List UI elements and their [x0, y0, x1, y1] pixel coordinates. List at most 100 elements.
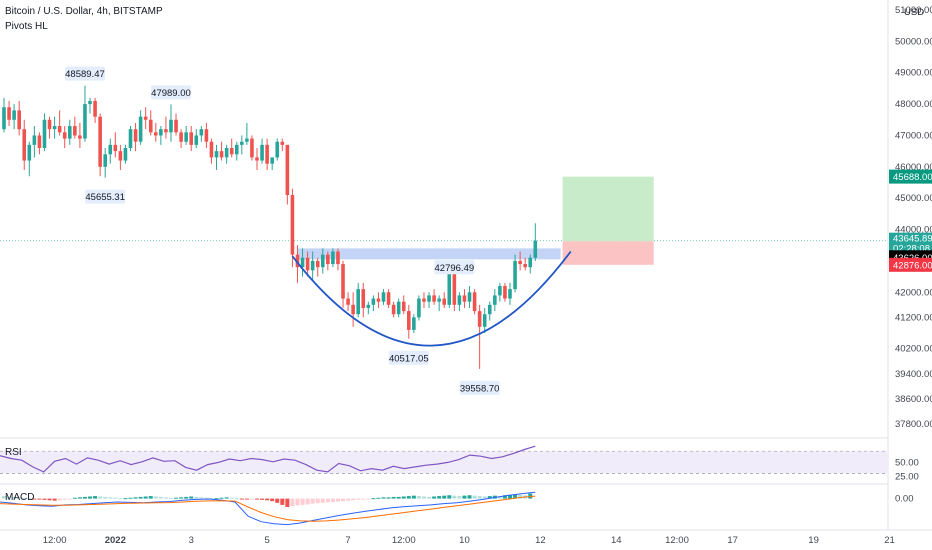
- macd-histogram-bar: [53, 499, 57, 501]
- time-tick-label: 21: [884, 535, 895, 546]
- macd-histogram-bar: [265, 499, 269, 501]
- price-badge-label: 45688.00: [893, 172, 932, 183]
- rsi-pane[interactable]: RSI50.0025.00: [0, 446, 919, 482]
- candle-body: [245, 139, 249, 142]
- indicator-name[interactable]: Pivots HL: [5, 21, 48, 32]
- macd-histogram-bar: [376, 498, 380, 499]
- candle-body: [498, 286, 502, 295]
- candle-body: [179, 132, 183, 141]
- macd-histogram-bar: [154, 497, 158, 499]
- candle-body: [235, 145, 239, 154]
- macd-histogram-bar: [189, 497, 193, 499]
- macd-histogram-bar: [37, 499, 41, 500]
- candle-body: [149, 120, 153, 133]
- candle-body: [134, 129, 138, 142]
- macd-histogram-bar: [397, 497, 401, 499]
- candle-body: [432, 295, 436, 301]
- candle-body: [17, 110, 21, 129]
- time-tick-label: 17: [727, 535, 738, 546]
- candle-body: [523, 264, 527, 267]
- macd-histogram-bar: [255, 499, 259, 500]
- symbol-title[interactable]: Bitcoin / U.S. Dollar, 4h, BITSTAMP: [5, 6, 163, 17]
- macd-histogram-bar: [280, 499, 284, 505]
- macd-pane[interactable]: MACD0.00: [0, 492, 914, 525]
- macd-histogram-bar: [311, 499, 315, 504]
- candle-body: [275, 142, 279, 158]
- macd-histogram-bar: [427, 497, 431, 499]
- candle-body: [417, 299, 421, 318]
- macd-histogram-bar: [149, 496, 153, 499]
- candle-body: [205, 129, 209, 142]
- price-axis[interactable]: 51000.0050000.0049000.0048000.0047000.00…: [895, 5, 932, 430]
- price-tick-label: 41200.00: [895, 312, 932, 323]
- macd-histogram-bar: [437, 496, 441, 499]
- candle-body: [316, 261, 320, 267]
- pivot-label: 40517.05: [389, 353, 429, 364]
- price-tick-label: 39400.00: [895, 369, 932, 380]
- macd-histogram-bar: [462, 496, 466, 499]
- candle-body: [478, 311, 482, 327]
- candle-body: [493, 295, 497, 304]
- time-axis[interactable]: 12:00202235712:0010121412:00171921: [43, 535, 895, 546]
- macd-histogram-bar: [483, 497, 487, 499]
- candle-body: [422, 299, 426, 302]
- price-tick-label: 42000.00: [895, 287, 932, 298]
- candle-body: [397, 302, 401, 315]
- candle-body: [225, 148, 229, 157]
- macd-histogram-bar: [361, 499, 365, 500]
- macd-histogram-bar: [417, 496, 421, 499]
- macd-histogram-bar: [118, 498, 122, 499]
- price-tick-label: 49000.00: [895, 68, 932, 79]
- macd-histogram-bar: [169, 498, 173, 499]
- candle-body: [508, 289, 512, 298]
- candle-body: [240, 142, 244, 145]
- macd-histogram-bar: [58, 499, 62, 501]
- time-tick-label: 3: [189, 535, 194, 546]
- candle-body: [164, 129, 168, 132]
- macd-histogram-bar: [78, 497, 82, 498]
- macd-histogram-bar: [346, 499, 350, 501]
- stop-zone: [563, 241, 654, 265]
- macd-histogram-bar: [341, 499, 345, 502]
- rsi-band: [0, 451, 888, 473]
- macd-histogram-bar: [184, 497, 188, 499]
- candle-body: [336, 252, 340, 265]
- macd-histogram-bar: [382, 497, 386, 498]
- macd-histogram-bar: [468, 495, 472, 498]
- macd-histogram-bar: [113, 498, 117, 499]
- pivot-label: 42796.49: [435, 263, 475, 274]
- candle-body: [73, 126, 77, 135]
- macd-histogram-bar: [215, 498, 219, 499]
- macd-histogram-bar: [159, 497, 163, 499]
- time-tick-label: 14: [611, 535, 622, 546]
- macd-histogram-bar: [301, 499, 305, 505]
- candle-body: [387, 292, 391, 305]
- time-tick-label: 12:00: [392, 535, 416, 546]
- currency-label[interactable]: USD: [904, 7, 924, 18]
- candle-body: [220, 151, 224, 157]
- candle-body: [382, 292, 386, 301]
- macd-histogram-bar: [457, 496, 461, 499]
- macd-histogram-bar: [447, 495, 451, 498]
- macd-histogram-bar: [326, 499, 330, 503]
- macd-histogram-bar: [103, 497, 107, 499]
- macd-histogram-bar: [73, 498, 77, 499]
- candle-body: [351, 305, 355, 314]
- candle-body: [503, 286, 507, 299]
- candle-body: [513, 261, 517, 289]
- macd-histogram-bar: [63, 499, 67, 500]
- candle-body: [144, 117, 148, 120]
- pivot-label: 45655.31: [85, 192, 125, 203]
- candle-body: [154, 132, 158, 135]
- candle-body: [458, 295, 462, 304]
- candle-body: [78, 135, 82, 138]
- candle-body: [88, 101, 92, 104]
- candle-body: [230, 148, 234, 154]
- candle-body: [189, 132, 193, 145]
- candle-body: [301, 258, 305, 267]
- macd-histogram-bar: [366, 499, 370, 500]
- candle-body: [7, 107, 11, 120]
- candle-body: [311, 261, 315, 270]
- candle-body: [412, 317, 416, 330]
